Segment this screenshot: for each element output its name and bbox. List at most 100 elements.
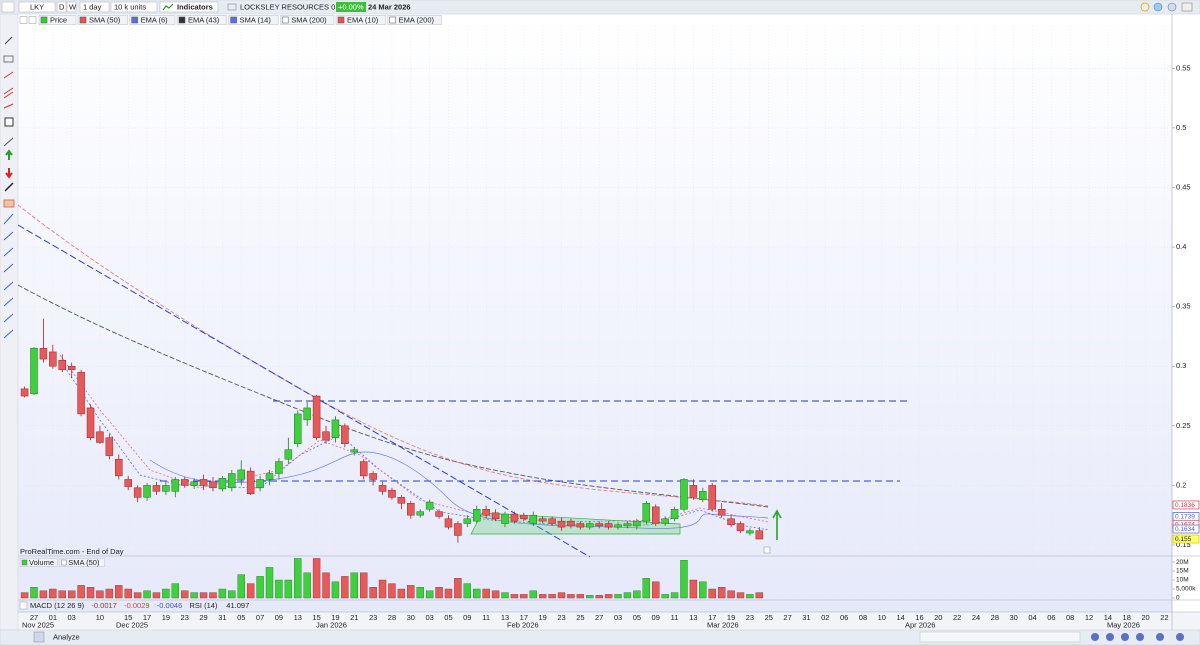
units[interactable]: 10 k units xyxy=(114,2,146,11)
price-tag-label: 0.1634 xyxy=(1175,526,1195,533)
macd-value: -0.0029 xyxy=(124,601,149,610)
tool-ruler[interactable] xyxy=(3,55,14,63)
analyze-icon[interactable] xyxy=(33,631,45,643)
volume-bar xyxy=(388,583,396,599)
tool-sell-arrow[interactable] xyxy=(5,168,13,179)
x-tick-label: 08 xyxy=(859,613,867,622)
tool-arrow[interactable] xyxy=(4,182,14,192)
symbol-box[interactable] xyxy=(18,1,56,13)
units-box[interactable] xyxy=(110,1,158,13)
legend-label: SMA (200) xyxy=(291,15,327,24)
candle-body xyxy=(378,485,387,492)
panel-label-box[interactable] xyxy=(19,558,58,567)
month-label: Apr 2026 xyxy=(905,620,935,629)
x-tick-label: 13 xyxy=(689,613,697,622)
scrollbar[interactable] xyxy=(919,631,1081,643)
change-badge xyxy=(336,2,366,12)
bottom-icons xyxy=(1091,633,1184,641)
legend-item[interactable] xyxy=(335,15,386,25)
settings-button[interactable] xyxy=(1176,633,1184,641)
candle-body xyxy=(472,508,481,522)
symbol[interactable]: LKY xyxy=(30,2,44,11)
volume-bar xyxy=(491,590,500,599)
x-tick-label: 06 xyxy=(840,613,848,622)
analyze-button[interactable]: Analyze xyxy=(53,632,80,641)
x-tick-label: 14 xyxy=(896,613,904,622)
toolbar xyxy=(0,0,1200,15)
candle-body xyxy=(294,413,302,444)
volume-bar xyxy=(623,592,632,599)
month-label: May 2026 xyxy=(1107,620,1140,629)
volume-bar xyxy=(680,560,688,599)
panel-label-box[interactable] xyxy=(58,558,106,567)
tool-line[interactable] xyxy=(3,71,14,79)
rsi-label: RSI (14) xyxy=(190,601,218,610)
tool-buy-arrow[interactable] xyxy=(5,149,13,160)
volume-bar xyxy=(360,572,368,599)
grid xyxy=(18,26,1172,612)
legend-checkbox[interactable] xyxy=(19,16,28,24)
legend-item[interactable] xyxy=(387,15,442,25)
indicators[interactable]: Indicators xyxy=(177,2,213,11)
daily-button[interactable] xyxy=(56,1,67,13)
volume-bar xyxy=(416,587,424,599)
month-label: Mar 2026 xyxy=(707,620,739,629)
candle-body xyxy=(482,508,490,516)
volume-bar xyxy=(237,574,245,599)
date: 24 Mar 2026 xyxy=(368,2,411,11)
tool-channel[interactable] xyxy=(3,87,14,99)
x-tick-label: 13 xyxy=(294,613,302,622)
daily[interactable]: D xyxy=(59,2,65,11)
tool-fib-set[interactable] xyxy=(3,213,14,339)
period-box[interactable] xyxy=(79,1,110,13)
legend-item[interactable] xyxy=(129,15,176,25)
tool-rectangle[interactable] xyxy=(3,199,15,208)
legend-item[interactable] xyxy=(279,15,335,25)
volume-bar xyxy=(604,594,613,599)
window-button[interactable] xyxy=(1153,2,1163,12)
weekly[interactable]: W xyxy=(69,2,77,11)
legend-item[interactable] xyxy=(77,15,128,25)
sma-14 xyxy=(149,451,769,529)
candle-body xyxy=(152,485,161,492)
zoom-out-button[interactable] xyxy=(1121,633,1129,641)
candle-body xyxy=(529,514,538,524)
tool-pointer[interactable] xyxy=(4,36,13,45)
legend-label: EMA (200) xyxy=(399,15,435,24)
legend-item[interactable] xyxy=(228,15,279,25)
draw-tool-button[interactable] xyxy=(1,1,15,13)
legend-item[interactable] xyxy=(176,15,227,25)
tool-segment[interactable] xyxy=(3,137,14,147)
close-button[interactable] xyxy=(1181,2,1193,12)
undo-button[interactable] xyxy=(1091,633,1099,641)
macd-icon xyxy=(19,601,28,610)
weekly-button[interactable] xyxy=(66,1,77,13)
candle-body xyxy=(727,518,735,525)
x-tick-label: 27 xyxy=(783,613,791,622)
candle-body xyxy=(416,511,424,516)
reset-button[interactable] xyxy=(1156,633,1164,641)
layout-button[interactable] xyxy=(1167,2,1177,12)
alert-button[interactable] xyxy=(1140,2,1150,12)
x-tick-label: 17 xyxy=(143,613,151,622)
x-tick-label: 08 xyxy=(1066,613,1074,622)
tool-ray[interactable] xyxy=(3,103,14,109)
tool-text[interactable] xyxy=(4,117,14,127)
x-tick-label: 24 xyxy=(972,613,980,622)
indicators-icon xyxy=(162,3,174,11)
x-tick-label: 04 xyxy=(1028,613,1036,622)
candle-body xyxy=(265,473,274,480)
candle-body xyxy=(322,431,330,441)
period[interactable]: 1 day xyxy=(83,2,102,11)
indicators-button[interactable] xyxy=(159,1,219,13)
info-marker[interactable] xyxy=(763,546,771,554)
zoom-in-button[interactable] xyxy=(1136,633,1144,641)
panel-swatch xyxy=(21,559,28,566)
x-tick-label: 07 xyxy=(256,613,264,622)
volume-bar xyxy=(463,583,472,599)
legend-checkbox[interactable] xyxy=(28,16,37,24)
candle-body xyxy=(237,469,245,480)
legend-item[interactable] xyxy=(38,15,77,25)
redo-button[interactable] xyxy=(1106,633,1114,641)
candle-body xyxy=(388,489,396,498)
